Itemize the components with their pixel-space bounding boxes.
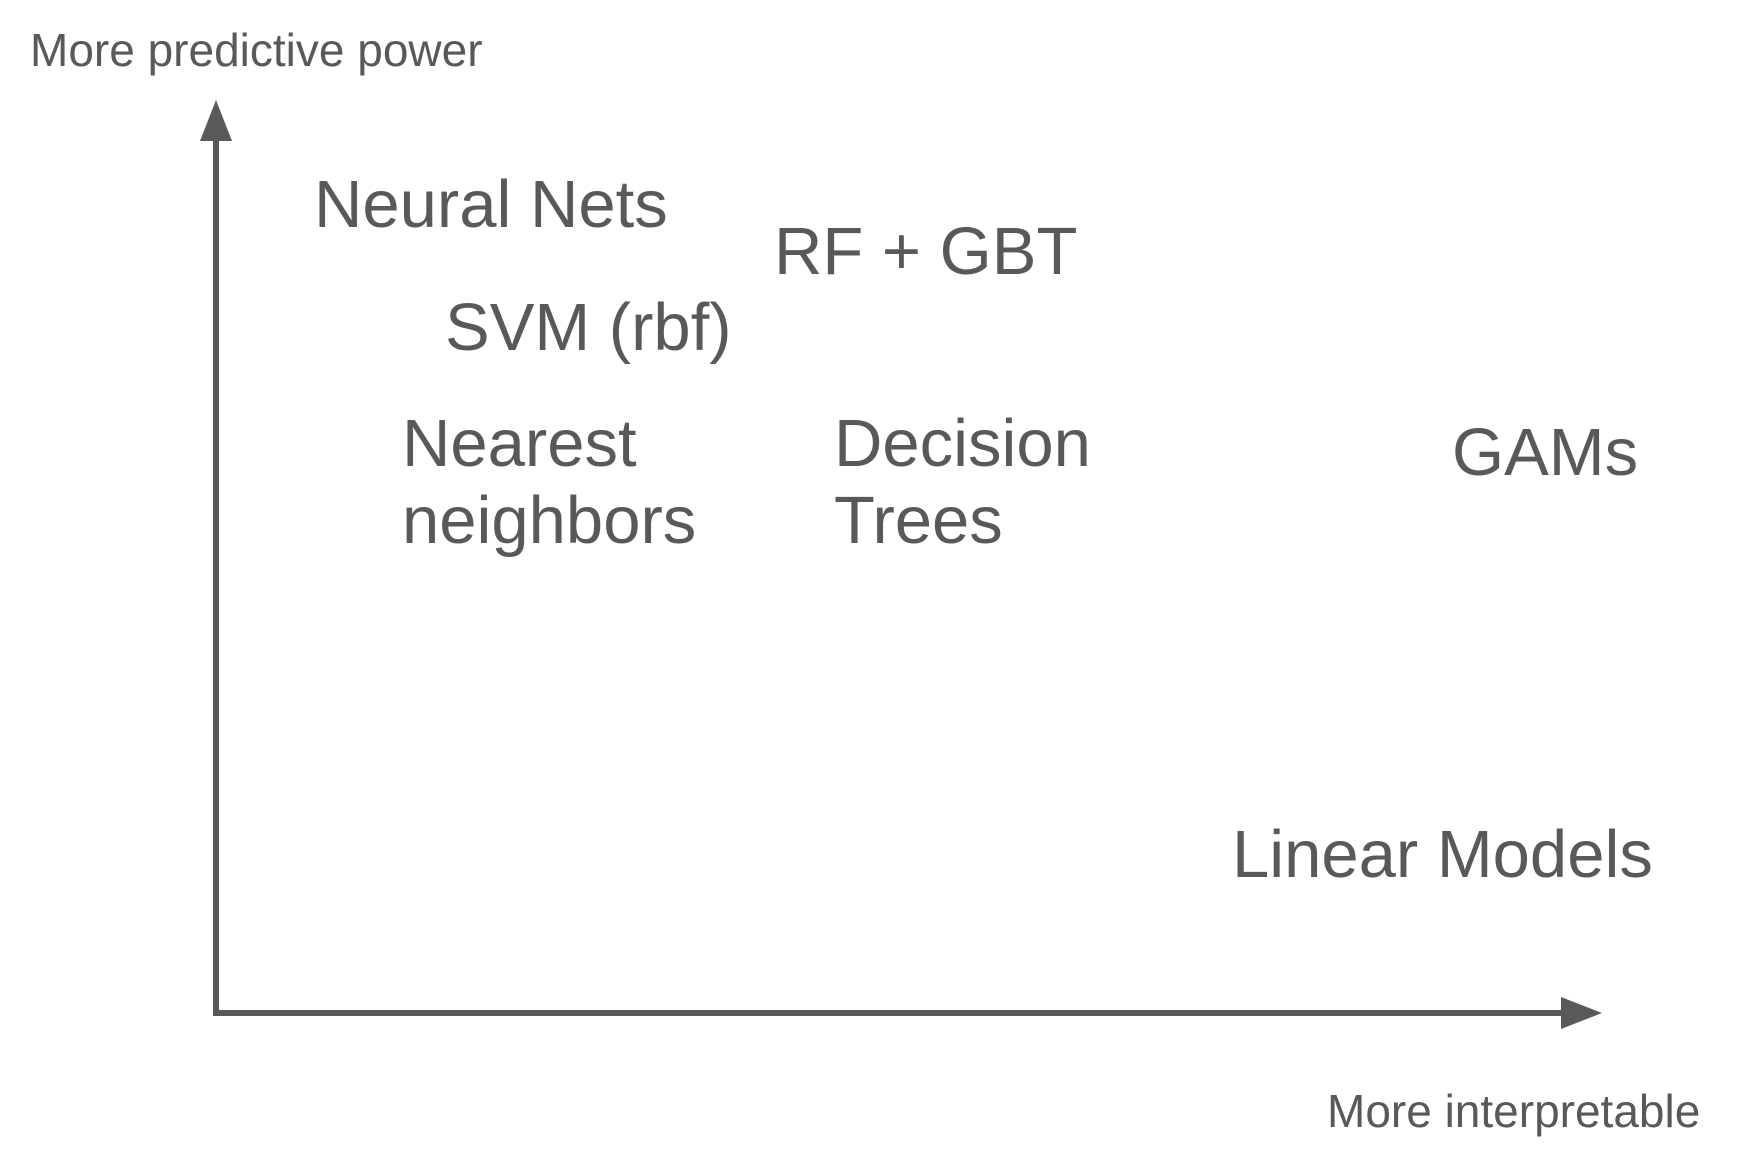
- y-axis-label: More predictive power: [30, 24, 483, 76]
- model-decision-trees-line-1: Decision: [834, 406, 1091, 481]
- model-neural-nets: Neural Nets: [314, 167, 668, 242]
- model-decision-trees: Decision Trees: [834, 405, 1091, 559]
- x-axis-arrowhead: [1561, 997, 1602, 1029]
- model-nearest-neighbors: Nearest neighbors: [402, 405, 696, 559]
- model-svm-rbf: SVM (rbf): [445, 290, 732, 365]
- model-decision-trees-line-2: Trees: [834, 483, 1003, 559]
- model-nearest-neighbors-line-1: Nearest: [402, 406, 637, 481]
- y-axis-arrowhead: [200, 100, 232, 141]
- x-axis-label: More interpretable: [1327, 1085, 1701, 1137]
- model-linear-models: Linear Models: [1232, 817, 1653, 892]
- model-rf-gbt: RF + GBT: [774, 214, 1078, 289]
- model-nearest-neighbors-line-2: neighbors: [402, 483, 697, 559]
- model-gams: GAMs: [1452, 415, 1639, 490]
